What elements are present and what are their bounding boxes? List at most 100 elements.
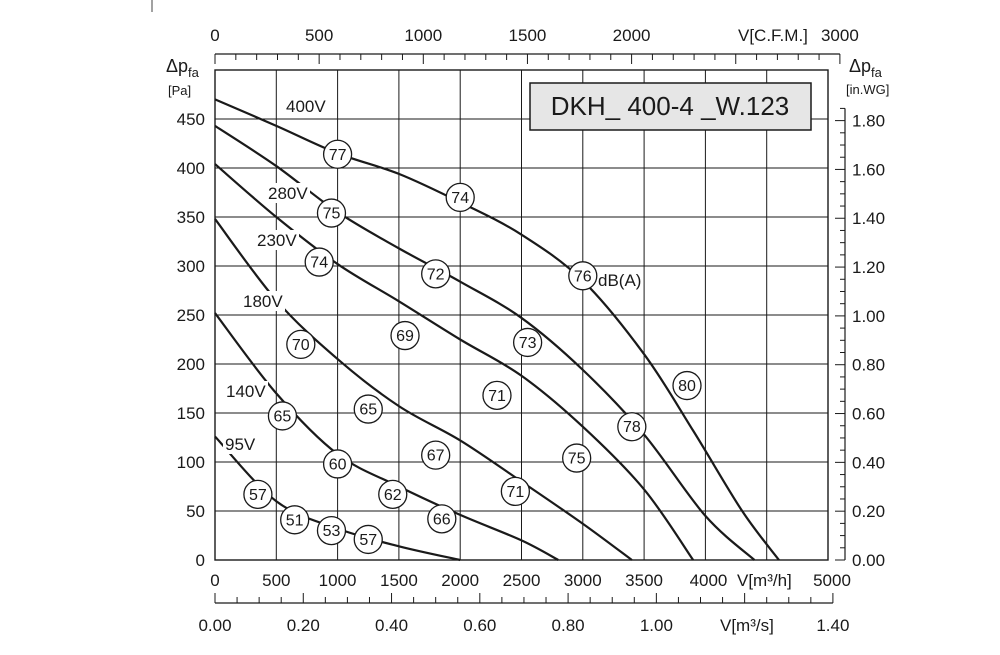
x-tick-label-m3s: 0.20 xyxy=(287,616,320,635)
sound-marker-label: 60 xyxy=(329,456,347,473)
svg-text:Δpfa: Δpfa xyxy=(166,56,200,80)
y-tick-label-inwg: 1.80 xyxy=(852,112,885,131)
m3s-axis-label: V[m³/s] xyxy=(720,616,774,635)
sound-marker-label: 67 xyxy=(427,448,445,465)
left-axis-symbol: Δp xyxy=(166,56,188,76)
x-tick-label-cfm: 0 xyxy=(210,26,219,45)
sound-marker-circle xyxy=(482,380,512,411)
sound-marker-label: 78 xyxy=(623,419,641,436)
y-tick-label-pa: 0 xyxy=(196,551,205,570)
voltage-label: 280V xyxy=(268,184,308,203)
voltage-label: 230V xyxy=(257,231,297,250)
left-axis-unit: [Pa] xyxy=(168,83,191,98)
x-tick-label-m3h: 2500 xyxy=(503,571,541,590)
y-tick-label-inwg: 1.40 xyxy=(852,209,885,228)
cfm-axis-label: V[C.F.M.] xyxy=(738,26,808,45)
sound-marker: 53 xyxy=(316,515,347,546)
sound-marker-label: 77 xyxy=(329,147,347,164)
voltage-label: 180V xyxy=(243,292,283,311)
x-tick-label-cfm: 2000 xyxy=(613,26,651,45)
y-tick-label-inwg: 0.60 xyxy=(852,405,885,424)
y-tick-label-inwg: 0.20 xyxy=(852,502,885,521)
sound-marker: 75 xyxy=(316,198,347,228)
x-tick-label-m3s: 1.40 xyxy=(816,616,849,635)
x-tick-label-m3s: 0.80 xyxy=(552,616,585,635)
x-tick-label-cfm: 1000 xyxy=(404,26,442,45)
voltage-label: 140V xyxy=(226,382,266,401)
sound-marker: 66 xyxy=(427,504,457,534)
sound-marker-label: 75 xyxy=(323,206,341,223)
x-tick-label-m3s: 0.40 xyxy=(375,616,408,635)
voltage-label-bg xyxy=(266,183,310,203)
curve-280v xyxy=(214,124,756,561)
sound-marker-circle xyxy=(304,247,334,277)
sound-marker-circle xyxy=(378,479,408,509)
sound-marker: 80 xyxy=(672,370,702,401)
sound-marker-label: 57 xyxy=(359,532,377,549)
x-tick-label-m3h: 0 xyxy=(210,571,219,590)
y-tick-label-pa: 250 xyxy=(177,306,205,325)
voltage-label-bg xyxy=(241,291,285,311)
right-axis-subscript: fa xyxy=(871,65,883,80)
x-tick-label-m3h: 2000 xyxy=(441,571,479,590)
sound-level-markers: 77 74 76 80 75 72 73 78 74 69 71 75 70 65 67 71 65 60 62 66… xyxy=(243,139,702,555)
sound-marker: 60 xyxy=(322,449,353,479)
voltage-label-bg xyxy=(224,381,268,401)
sound-marker-circle xyxy=(427,504,457,534)
y-tick-label-inwg: 0.40 xyxy=(852,453,885,472)
curve-400v xyxy=(214,98,780,561)
x-tick-label-cfm: 3000 xyxy=(821,26,859,45)
left-axis-subscript: fa xyxy=(188,65,200,80)
sound-marker: 70 xyxy=(286,329,316,360)
sound-marker-circle xyxy=(500,476,531,507)
voltage-labels: 400V 280V 230V 180V 140V 95V xyxy=(223,96,328,454)
sound-marker: 75 xyxy=(562,443,592,473)
voltage-label: 400V xyxy=(286,97,326,116)
sound-marker-label: 51 xyxy=(286,512,304,529)
title-box: DKH_ 400-4 _W.123 xyxy=(529,82,812,131)
sound-marker-circle xyxy=(316,515,347,546)
y-tick-label-pa: 300 xyxy=(177,257,205,276)
y-tick-label-inwg: 0.00 xyxy=(852,551,885,570)
sound-marker: 62 xyxy=(378,479,408,509)
sound-marker-label: 73 xyxy=(519,335,537,352)
y-tick-label-pa: 350 xyxy=(177,208,205,227)
sound-marker: 71 xyxy=(500,476,531,507)
sound-marker-circle xyxy=(512,327,543,358)
voltage-label-bg xyxy=(223,434,257,454)
sound-marker-label: 65 xyxy=(274,408,292,425)
sound-marker: 67 xyxy=(421,440,451,470)
sound-marker: 65 xyxy=(353,394,383,424)
sound-marker-label: 74 xyxy=(451,190,469,207)
x-tick-label-m3h: 3000 xyxy=(564,571,602,590)
sound-marker: 78 xyxy=(617,412,647,442)
voltage-label: 95V xyxy=(225,435,256,454)
right-axis-symbol: Δp xyxy=(849,56,871,76)
sound-marker: 57 xyxy=(243,479,273,509)
y-tick-label-inwg: 1.20 xyxy=(852,258,885,277)
y-tick-label-inwg: 1.00 xyxy=(852,307,885,326)
sound-marker: 76 xyxy=(568,261,598,291)
sound-marker-label: 66 xyxy=(433,511,451,528)
x-tick-label-cfm: 500 xyxy=(305,26,333,45)
sound-marker-circle xyxy=(267,401,298,431)
sound-marker-circle xyxy=(568,261,598,291)
x-tick-label-m3s: 0.00 xyxy=(198,616,231,635)
plot-frame xyxy=(214,69,829,561)
left-axis-title: Δpfa [Pa] xyxy=(166,56,200,98)
sound-marker-label: 57 xyxy=(249,487,267,504)
sound-unit-label: dB(A) xyxy=(598,271,641,290)
sound-marker-circle xyxy=(617,412,647,442)
sound-marker: 77 xyxy=(322,139,353,169)
sound-marker-label: 76 xyxy=(574,268,592,285)
sound-marker: 57 xyxy=(353,524,383,555)
chart-title: DKH_ 400-4 _W.123 xyxy=(551,91,789,121)
sound-marker-circle xyxy=(322,449,353,479)
x-tick-label-cfm: 1500 xyxy=(509,26,547,45)
sound-marker: 51 xyxy=(280,505,310,535)
y-tick-label-pa: 200 xyxy=(177,355,205,374)
sound-marker-circle xyxy=(672,370,702,401)
x-tick-label-m3h: 1500 xyxy=(380,571,418,590)
y-tick-label-pa: 450 xyxy=(177,110,205,129)
